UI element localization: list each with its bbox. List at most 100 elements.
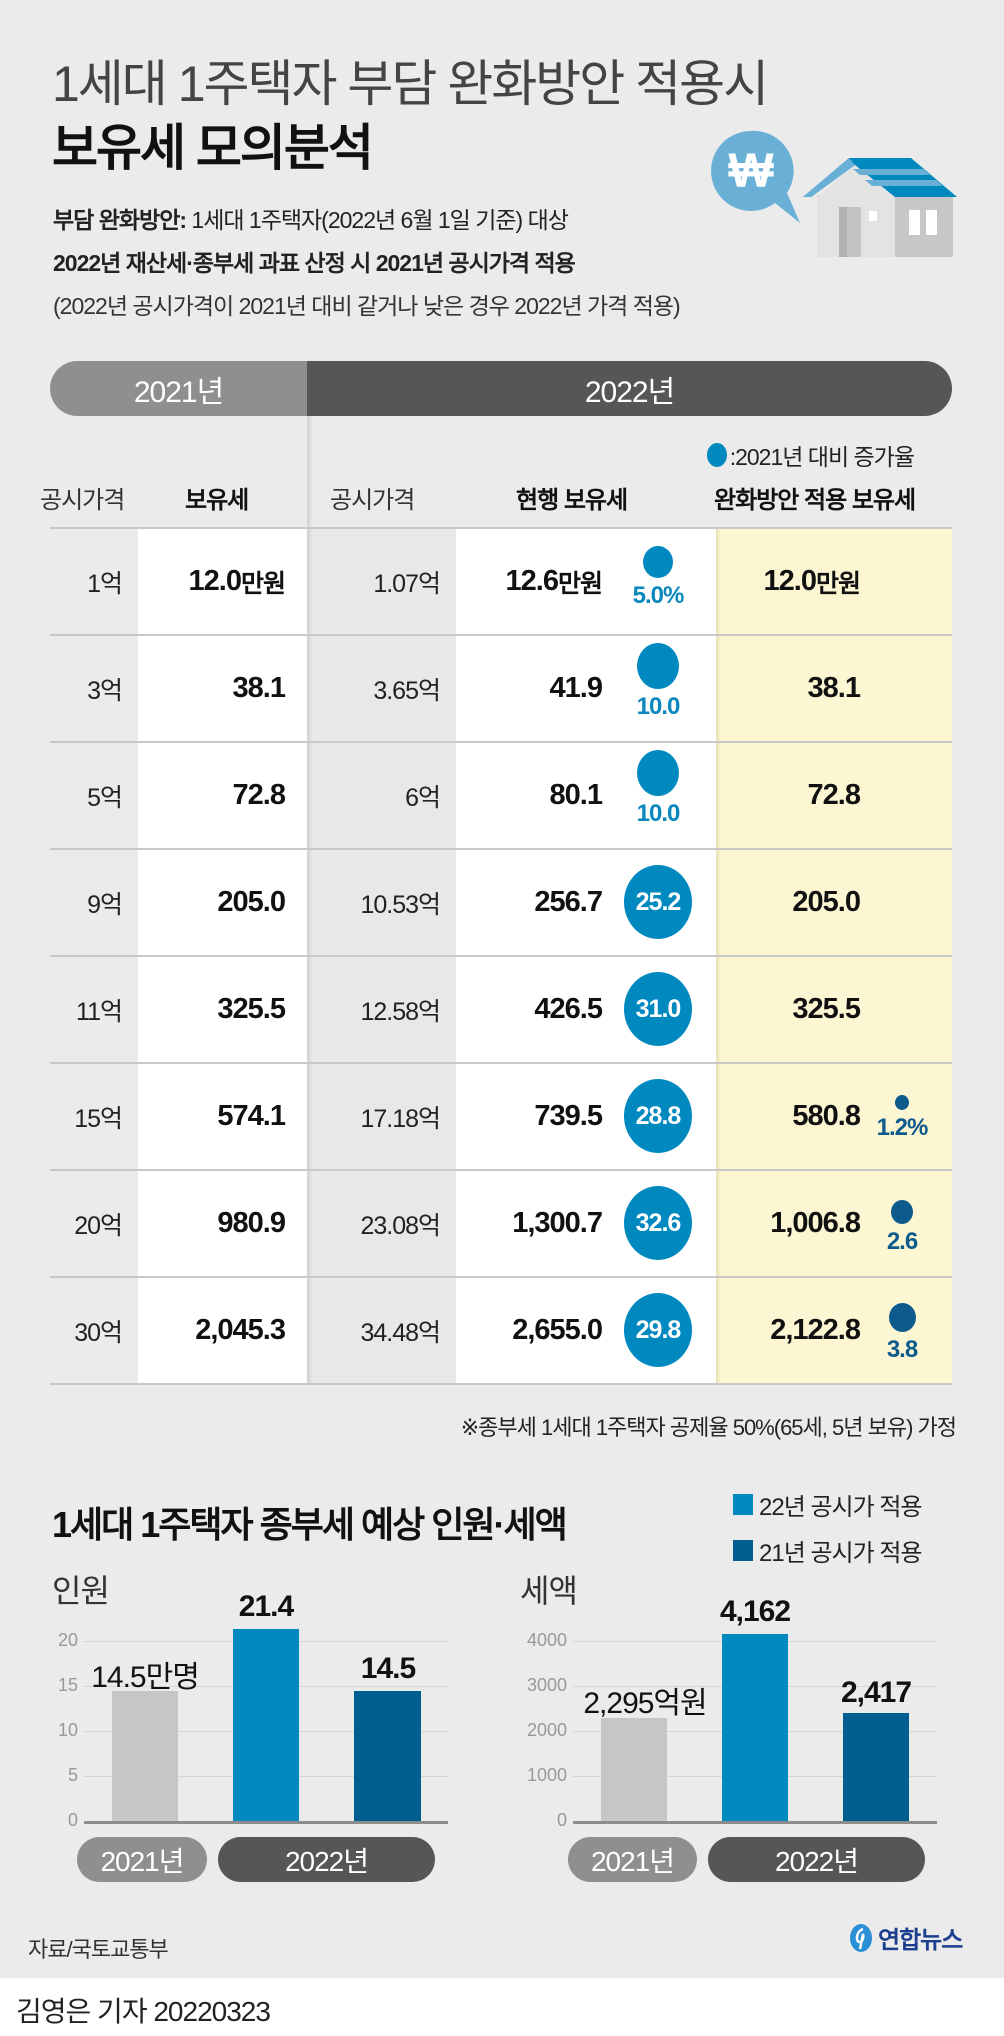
relief-tax: 2,122.8 [770, 1314, 861, 1346]
table-row: 11억 325.5 12.58억 426.5 31.0 325.5 [0, 956, 1004, 1063]
price-2021: 15억 [74, 1104, 123, 1133]
bar-tax-2022-old [843, 1713, 909, 1822]
row-divider [50, 1062, 952, 1064]
current-tax: 2,655.0 [512, 1314, 603, 1346]
rate-circle: 31.0 [624, 972, 692, 1046]
bar-value-label: 21.4 [238, 1590, 294, 1623]
price-2022: 1.07억 [373, 569, 441, 598]
current-tax: 41.9 [549, 672, 603, 704]
yonhap-globe-icon [850, 1923, 872, 1952]
y-tick: 20 [57, 1630, 78, 1650]
value: 12.0 [188, 565, 242, 597]
relief-tax: 1,006.8 [770, 1207, 861, 1239]
x-axis [573, 1821, 937, 1824]
relief-tax: 325.5 [792, 993, 861, 1025]
price-2022: 6억 [405, 783, 441, 812]
current-tax: 256.7 [534, 886, 603, 918]
table-row: 15억 574.1 17.18억 739.5 28.8 580.8 1.2% [0, 1063, 1004, 1170]
byline: 김영은 기자 20220323 [16, 1996, 271, 2027]
price-2022: 17.18억 [360, 1104, 441, 1133]
current-tax: 426.5 [534, 993, 603, 1025]
table-row: 3억 38.1 3.65억 41.9 10.0 38.1 [0, 635, 1004, 742]
y-tick: 5 [67, 1765, 78, 1785]
row-divider [50, 955, 952, 957]
legend-item-22: 22년 공시가 적용 [733, 1487, 923, 1522]
legend-item-21: 21년 공시가 적용 [733, 1533, 923, 1568]
x-label-2021: 2021년 [568, 1837, 697, 1882]
current-tax: 12.6 만원 [456, 528, 603, 635]
price-2021: 9억 [87, 890, 123, 919]
price-2021: 5억 [87, 783, 123, 812]
price-2022: 12.58억 [360, 997, 441, 1026]
relief-tax: 72.8 [807, 779, 861, 811]
rate-value: 10.0 [636, 800, 681, 827]
subtitle-text: 1세대 1주택자(2022년 6월 1일 기준) 대상 [186, 207, 569, 233]
x-axis [84, 1821, 448, 1824]
footnote: ※종부세 1세대 1주택자 공제율 50%(65세, 5년 보유) 가정 [460, 1415, 957, 1440]
rate-dot-icon [643, 546, 673, 578]
bar-people-2022-new [233, 1629, 299, 1822]
legend-swatch-icon [733, 1494, 753, 1515]
increase-rate: 5.0% [615, 546, 701, 610]
rate-value: 1.2% [876, 1114, 929, 1141]
price-2021: 3억 [87, 676, 123, 705]
row-divider [50, 1383, 952, 1385]
tax-2021: 574.1 [217, 1100, 286, 1132]
x-label-2022: 2022년 [708, 1837, 925, 1882]
table-row: 1억 12.0 만원 1.07억 12.6 만원 5.0% 12.0 만원 [0, 528, 1004, 635]
price-2022: 10.53억 [360, 890, 441, 919]
bar-value-label: 14.5만명 [91, 1661, 200, 1694]
tax-2021: 205.0 [217, 886, 286, 918]
legend-swatch-icon [733, 1540, 753, 1561]
logo-text: 연합뉴스 [878, 1927, 963, 1954]
blue-dot-icon [706, 443, 727, 467]
table-row: 5억 72.8 6억 80.1 10.0 72.8 [0, 742, 1004, 849]
tax-2021: 72.8 [232, 779, 286, 811]
unit: 만원 [815, 569, 861, 598]
price-2021: 20억 [74, 1211, 123, 1240]
y-tick: 4000 [526, 1630, 567, 1650]
increase-rate: 10.0 [615, 750, 701, 828]
table-row: 9억 205.0 10.53억 256.7 25.2 205.0 [0, 849, 1004, 956]
tax-2021: 2,045.3 [195, 1314, 286, 1346]
y-tick: 1000 [526, 1765, 567, 1785]
legend-label: 22년 공시가 적용 [759, 1494, 923, 1521]
rate-dot-icon [637, 750, 679, 796]
bar-tax-2022-new [722, 1634, 788, 1822]
relief-tax: 205.0 [792, 886, 861, 918]
tax-2021: 980.9 [217, 1207, 286, 1239]
rate-value: 3.8 [886, 1336, 918, 1363]
row-divider [50, 1169, 952, 1171]
bar-value-label: 4,162 [719, 1595, 791, 1628]
relief-tax: 580.8 [792, 1100, 861, 1132]
increase-rate: 10.0 [615, 643, 701, 721]
row-divider [50, 741, 952, 743]
house-icon [803, 158, 957, 257]
y-tick: 3000 [526, 1675, 567, 1695]
y-tick: 0 [556, 1810, 567, 1830]
col-header-current-tax: 현행 보유세 [516, 487, 628, 514]
section-title: 1세대 1주택자 종부세 예상 인원·세액 [52, 1504, 568, 1545]
yonhap-logo: 연합뉴스 [848, 1920, 963, 1955]
x-label-2021: 2021년 [77, 1837, 207, 1882]
value: 12.0 [763, 565, 817, 597]
tax-2021: 325.5 [217, 993, 286, 1025]
bar-tax-2021 [601, 1718, 667, 1822]
price-2021: 11억 [76, 997, 123, 1026]
y-tick: 2000 [526, 1720, 567, 1740]
subtitle-label: 부담 완화방안: [53, 207, 187, 233]
table-row: 30억 2,045.3 34.48억 2,655.0 29.8 2,122.8 … [0, 1277, 1004, 1384]
bar-value-label: 14.5 [360, 1652, 416, 1685]
rate-dot-icon [888, 1303, 916, 1332]
rate-value: 2.6 [886, 1228, 918, 1255]
header-divider [50, 527, 952, 529]
relief-tax: 38.1 [807, 672, 861, 704]
unit: 만원 [240, 569, 286, 598]
legend-label: 21년 공시가 적용 [759, 1540, 923, 1567]
year-2022-header: 2022년 [307, 361, 952, 416]
relief-increase-rate: 3.8 [868, 1303, 936, 1364]
price-2021: 30억 [74, 1318, 123, 1347]
rate-dot-icon [895, 1095, 909, 1110]
row-divider [50, 848, 952, 850]
won-speech-bubble-icon: ₩ [711, 130, 800, 223]
